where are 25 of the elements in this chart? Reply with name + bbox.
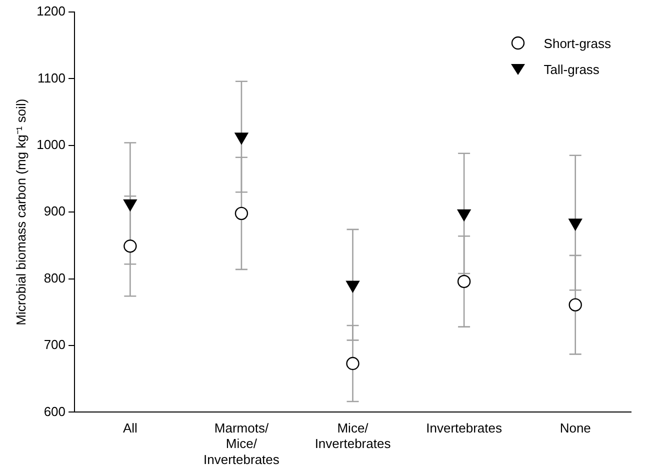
x-tick-label: None: [560, 420, 591, 436]
x-tick-label: Mice/Invertebrates: [314, 420, 392, 452]
y-tick-label: 1200: [36, 4, 66, 19]
point: [124, 240, 137, 253]
y-tick-label: 800: [44, 270, 66, 286]
y-tick-label: 900: [44, 204, 66, 219]
point: [568, 298, 582, 312]
point: [457, 209, 471, 222]
point: [234, 132, 248, 144]
point: [457, 274, 471, 288]
legend-label: Tall-grass: [544, 62, 600, 76]
point: [234, 206, 248, 220]
point: [568, 218, 582, 230]
y-tick-label: 1000: [36, 136, 66, 152]
y-tick-label: 1100: [38, 70, 66, 86]
point: [346, 280, 360, 292]
point: [124, 199, 137, 212]
y-tick-label: 700: [44, 337, 66, 352]
x-tick-label: Invertebrates: [426, 420, 502, 436]
x-tick-label: Marmots/Mice/Invertebrates: [204, 420, 280, 467]
point: [346, 356, 360, 370]
legend-label: Short-grass: [544, 36, 611, 50]
x-tick-label: All: [122, 420, 138, 436]
y-tick-label: 600: [44, 404, 66, 419]
y-axis-title: Microbial biomass carbon (mg kg⁻¹ soil): [13, 98, 28, 326]
